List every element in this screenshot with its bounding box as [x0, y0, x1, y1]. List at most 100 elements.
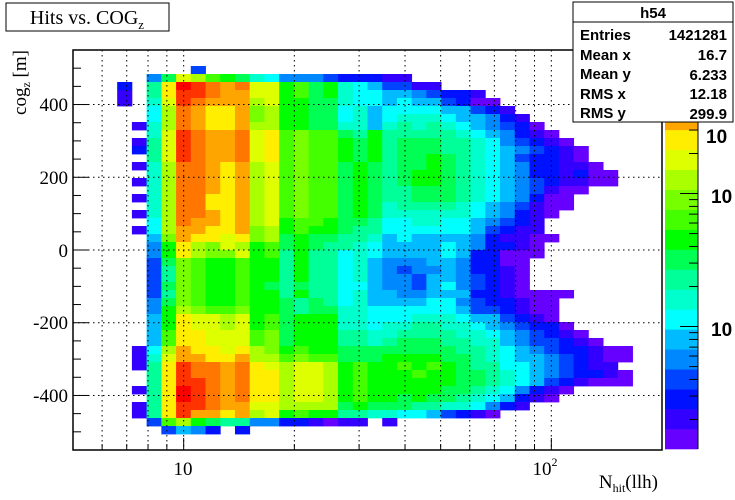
heatmap-cell	[234, 362, 251, 371]
heatmap-cell	[382, 146, 398, 155]
heatmap-cell	[500, 402, 516, 411]
heatmap-cell	[338, 130, 354, 139]
x-tick-label: 102	[533, 455, 558, 480]
heatmap-cell	[205, 74, 221, 83]
heatmap-cell	[455, 234, 471, 243]
heatmap-cell	[426, 226, 442, 235]
heatmap-cell	[293, 266, 309, 275]
stats-value: 299.9	[689, 106, 727, 123]
y-tick-label: -400	[33, 386, 68, 407]
heatmap-cell	[161, 362, 177, 371]
heatmap-cell	[220, 322, 236, 331]
heatmap-cell	[220, 154, 236, 163]
heatmap-cell	[293, 242, 309, 251]
heatmap-cell	[220, 186, 236, 195]
heatmap-cell	[352, 90, 368, 99]
heatmap-cell	[382, 314, 398, 323]
heatmap-cell	[485, 290, 501, 299]
heatmap-cell	[264, 226, 280, 235]
heatmap-cell	[485, 106, 501, 115]
heatmap-cell	[367, 330, 383, 339]
heatmap-cell	[470, 306, 486, 315]
heatmap-cell	[338, 330, 354, 339]
heatmap-cell	[426, 290, 442, 299]
heatmap-cell	[411, 410, 427, 419]
heatmap-cell	[411, 186, 427, 195]
heatmap-cell	[396, 394, 413, 403]
heatmap-cell	[264, 202, 280, 211]
heatmap-cell	[382, 298, 398, 307]
heatmap-cell	[514, 162, 530, 171]
heatmap-cell	[293, 282, 309, 291]
heatmap-cell	[411, 138, 427, 147]
heatmap-cell	[514, 322, 530, 331]
heatmap-cell	[441, 290, 457, 299]
heatmap-cell	[367, 170, 383, 179]
heatmap-cell	[308, 106, 324, 115]
heatmap-cell	[485, 314, 501, 323]
heatmap-cell	[308, 282, 324, 291]
heatmap-cell	[234, 338, 251, 347]
heatmap-cell	[382, 130, 398, 139]
heatmap-cell	[249, 330, 265, 339]
heatmap-cell	[338, 298, 354, 307]
title-box: Hits vs. COGz	[5, 2, 170, 32]
heatmap-cell	[558, 322, 575, 331]
heatmap-cell	[485, 266, 501, 275]
heatmap-cell	[352, 290, 368, 299]
heatmap-cell	[485, 114, 501, 123]
heatmap-cell	[485, 186, 501, 195]
heatmap-cell	[441, 362, 457, 371]
heatmap-cell	[352, 362, 368, 371]
heatmap-cell	[205, 394, 221, 403]
heatmap-cell	[485, 402, 501, 411]
heatmap-cell	[264, 170, 280, 179]
heatmap-cell	[455, 266, 471, 275]
heatmap-cell	[190, 130, 206, 139]
y-tick-label: 400	[40, 95, 69, 116]
heatmap-cell	[382, 338, 398, 347]
heatmap-cell	[500, 226, 516, 235]
heatmap-cell	[367, 138, 383, 147]
heatmap-cell	[146, 250, 162, 259]
heatmap-cell	[249, 178, 265, 187]
heatmap-cell	[146, 282, 162, 291]
heatmap-cell	[529, 346, 545, 355]
heatmap-cell	[205, 282, 221, 291]
heatmap-cell	[176, 130, 192, 139]
heatmap-cell	[588, 362, 604, 371]
heatmap-cell	[544, 170, 560, 179]
heatmap-cell	[323, 418, 339, 427]
heatmap-cell	[205, 306, 221, 315]
heatmap-cell	[249, 74, 265, 83]
heatmap-cell	[176, 250, 192, 259]
heatmap-cell	[441, 178, 457, 187]
heatmap-cell	[131, 210, 148, 219]
heatmap-cell	[220, 170, 236, 179]
heatmap-cell	[367, 186, 383, 195]
heatmap-cell	[500, 202, 516, 211]
heatmap-cell	[190, 202, 206, 211]
heatmap-cell	[308, 202, 324, 211]
heatmap-cell	[146, 234, 162, 243]
heatmap-cell	[308, 146, 324, 155]
heatmap-cell	[323, 122, 339, 131]
heatmap-cell	[293, 306, 309, 315]
x-axis-title: Nhit(llh)	[599, 472, 658, 495]
heatmap-cell	[352, 162, 368, 171]
heatmap-cell	[279, 90, 295, 99]
heatmap-cell	[279, 170, 295, 179]
heatmap-cell	[470, 330, 486, 339]
heatmap-cell	[441, 146, 457, 155]
heatmap-cell	[279, 98, 295, 107]
heatmap-cell	[308, 378, 324, 387]
heatmap-cell	[308, 218, 324, 227]
heatmap-cell	[161, 274, 177, 283]
palette-band	[665, 429, 698, 450]
heatmap-cell	[426, 138, 442, 147]
heatmap-cell	[514, 386, 530, 395]
heatmap-cell	[514, 122, 530, 131]
heatmap-cell	[352, 186, 368, 195]
heatmap-cell	[500, 266, 516, 275]
heatmap-cell	[323, 370, 339, 379]
